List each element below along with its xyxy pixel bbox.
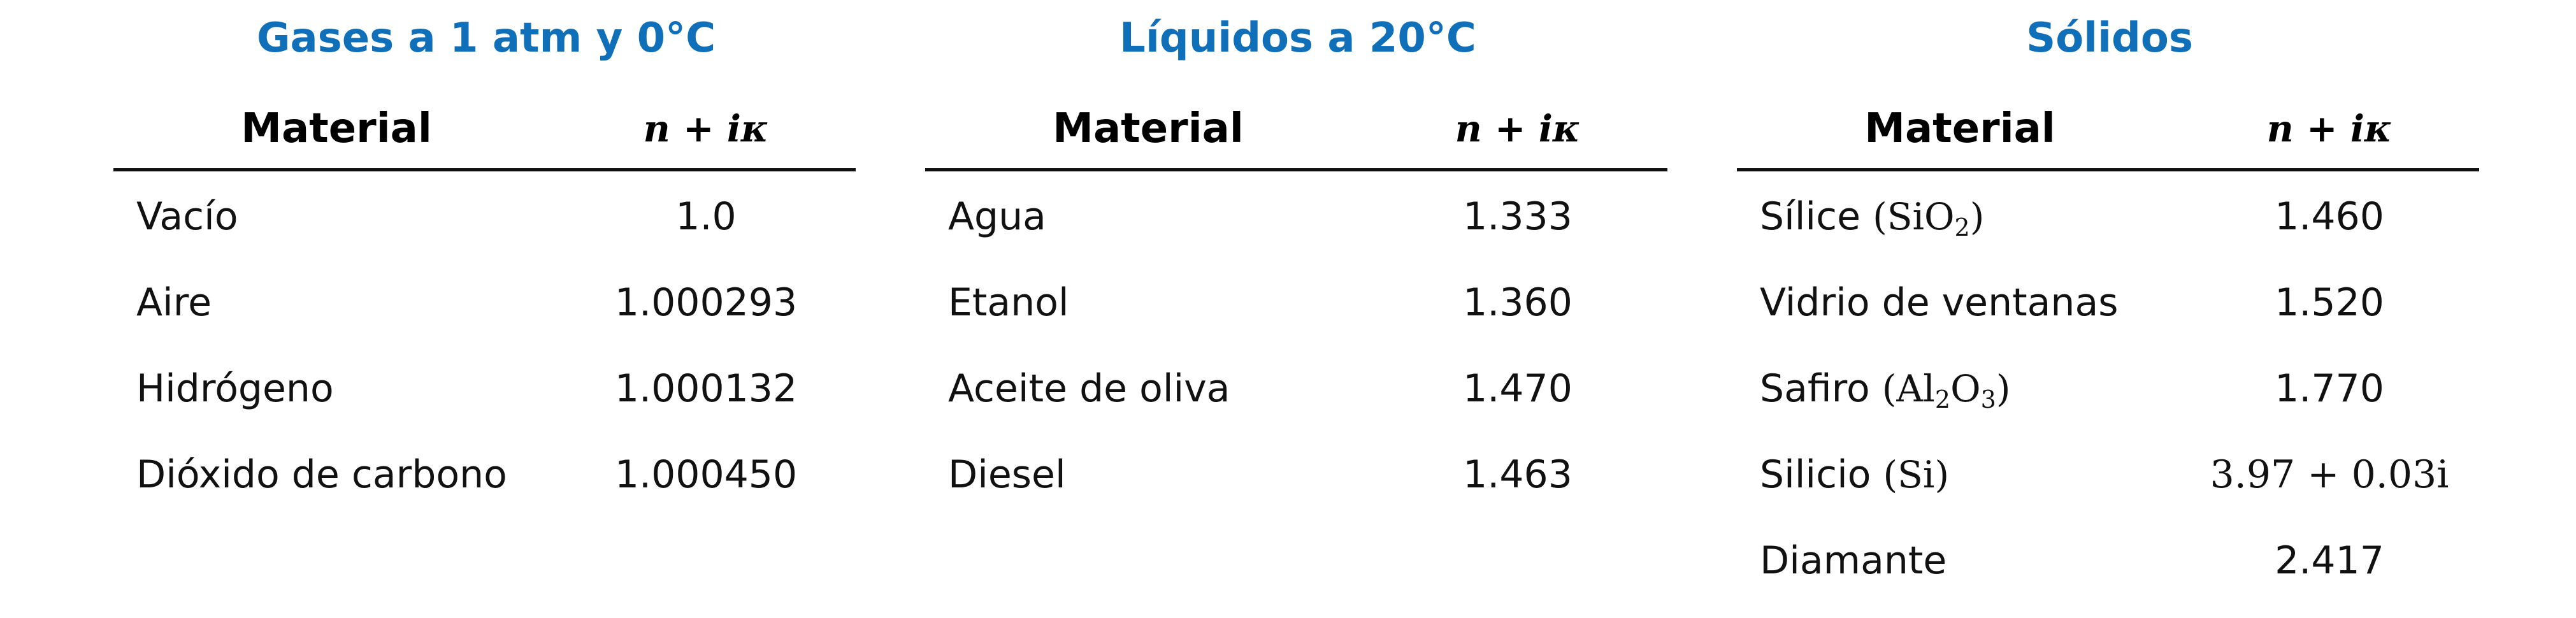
material-column-header: Material	[1053, 105, 1244, 152]
table-row: Dióxido de carbono 1.000450	[113, 446, 859, 532]
header-rule	[113, 168, 856, 171]
chemical-formula: (Al2O3)	[1882, 367, 2011, 413]
material-name: Agua	[948, 194, 1046, 239]
table-title: Sólidos	[2026, 15, 2193, 62]
table-row: Sílice (SiO2) 1.460	[1737, 188, 2482, 274]
material-name: Silicio	[1760, 452, 1871, 497]
table-row: Diesel 1.463	[925, 446, 1671, 532]
chemical-formula: (SiO2)	[1873, 195, 1985, 241]
header-rule	[925, 168, 1667, 171]
index-value: 1.460	[2275, 194, 2384, 239]
index-value: 1.333	[1463, 194, 1572, 239]
index-value: 1.463	[1463, 452, 1572, 497]
material-name-cell: Sílice (SiO2)	[1760, 188, 1984, 245]
index-value: 1.770	[2275, 366, 2384, 411]
table-row: Agua 1.333	[925, 188, 1671, 274]
material-name-cell: Vidrio de ventanas	[1760, 274, 2118, 331]
table-body: Vacío 1.0 Aire 1.000293 Hidrógeno 1.0001…	[113, 188, 859, 532]
material-name: Vacío	[136, 194, 238, 239]
table-row: Vidrio de ventanas 1.520	[1737, 274, 2482, 360]
material-name: Dióxido de carbono	[136, 452, 507, 497]
table-row: Diamante 2.417	[1737, 532, 2482, 618]
index-column-header: n + iκ	[1455, 107, 1581, 150]
table-row: Vacío 1.0	[113, 188, 859, 274]
material-name: Vidrio de ventanas	[1760, 280, 2119, 325]
index-value: 1.000293	[614, 280, 798, 325]
table-body: Sílice (SiO2) 1.460 Vidrio de ventanas 1…	[1737, 188, 2482, 618]
table-row: Etanol 1.360	[925, 274, 1671, 360]
material-name: Etanol	[948, 280, 1069, 325]
material-name: Diesel	[948, 452, 1066, 497]
index-column-header: n + iκ	[643, 107, 769, 150]
index-value: 2.417	[2275, 538, 2384, 583]
index-value: 1.000132	[614, 366, 798, 411]
chemical-formula: (Si)	[1883, 453, 1950, 496]
index-value: 1.360	[1463, 280, 1572, 325]
material-column-header: Material	[241, 105, 432, 152]
index-value: 1.0	[675, 194, 737, 239]
table-row: Safiro (Al2O3) 1.770	[1737, 360, 2482, 446]
table-row: Aire 1.000293	[113, 274, 859, 360]
material-name-cell: Diamante	[1760, 532, 1946, 589]
material-name: Aceite de oliva	[948, 366, 1230, 411]
table-row: Silicio (Si) 3.97 + 0.03i	[1737, 446, 2482, 532]
index-value: 3.97 + 0.03i	[2210, 452, 2449, 497]
material-name: Diamante	[1760, 538, 1947, 583]
table-body: Agua 1.333 Etanol 1.360 Aceite de oliva …	[925, 188, 1671, 532]
index-value: 1.000450	[614, 452, 798, 497]
material-name: Sílice	[1760, 194, 1860, 239]
table-row: Aceite de oliva 1.470	[925, 360, 1671, 446]
index-value: 1.520	[2275, 280, 2384, 325]
table-title: Líquidos a 20°C	[1119, 15, 1476, 62]
material-name: Aire	[136, 280, 212, 325]
refractive-index-tables: Gases a 1 atm y 0°C Material n + iκ Vací…	[113, 15, 2479, 583]
material-name: Hidrógeno	[136, 366, 334, 411]
table-title: Gases a 1 atm y 0°C	[256, 15, 716, 62]
material-name-cell: Silicio (Si)	[1760, 446, 1949, 503]
header-rule	[1737, 168, 2479, 171]
material-name: Safiro	[1760, 366, 1870, 411]
index-value: 1.470	[1463, 366, 1572, 411]
material-column-header: Material	[1864, 105, 2055, 152]
material-name-cell: Safiro (Al2O3)	[1760, 360, 2010, 417]
index-column-header: n + iκ	[2266, 107, 2393, 150]
table-row: Hidrógeno 1.000132	[113, 360, 859, 446]
